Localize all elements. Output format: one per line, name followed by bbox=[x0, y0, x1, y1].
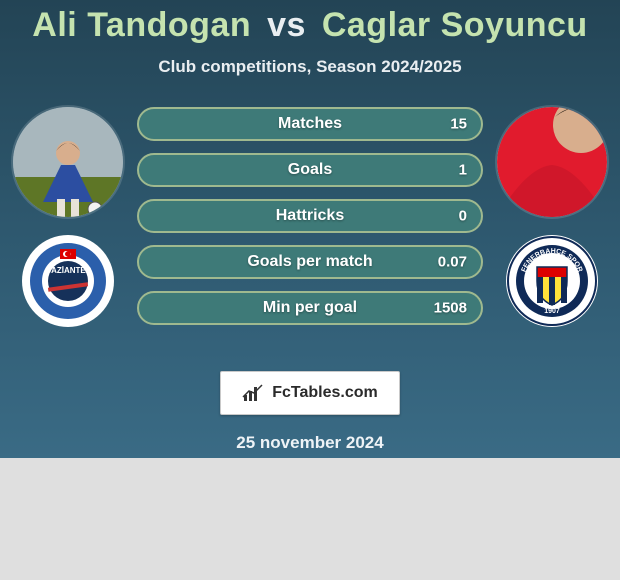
stat-right-value: 15 bbox=[450, 116, 467, 133]
bar-chart-icon bbox=[242, 383, 266, 403]
comparison-area: GAZİANTEP bbox=[0, 107, 620, 357]
stat-row-min-per-goal: Min per goal 1508 bbox=[137, 291, 483, 325]
stat-label: Hattricks bbox=[276, 207, 344, 225]
player-1-club-crest: GAZİANTEP bbox=[22, 235, 114, 327]
title-vs: vs bbox=[261, 6, 312, 44]
stats-list: Matches 15 Goals 1 Hattricks 0 Goals per… bbox=[137, 107, 483, 325]
right-column: FENERBAHÇE SPOR 1907 bbox=[492, 107, 612, 327]
date-label: 25 november 2024 bbox=[0, 433, 620, 453]
stat-right-value: 1508 bbox=[434, 300, 467, 317]
stat-right-value: 0 bbox=[459, 208, 467, 225]
stat-right-value: 1 bbox=[459, 162, 467, 179]
stat-label: Min per goal bbox=[263, 299, 357, 317]
player-1-portrait bbox=[13, 107, 123, 217]
stat-label: Matches bbox=[278, 115, 342, 133]
gaziantep-crest-icon: GAZİANTEP bbox=[22, 235, 114, 327]
title-player-2: Caglar Soyuncu bbox=[322, 6, 588, 44]
stat-label: Goals per match bbox=[247, 253, 372, 271]
brand-badge[interactable]: FcTables.com bbox=[220, 371, 400, 415]
stat-row-goals: Goals 1 bbox=[137, 153, 483, 187]
left-column: GAZİANTEP bbox=[8, 107, 128, 327]
title-player-1: Ali Tandogan bbox=[32, 6, 251, 44]
brand-text: FcTables.com bbox=[272, 384, 378, 402]
page-title: Ali Tandogan vs Caglar Soyuncu bbox=[0, 0, 620, 45]
stat-right-value: 0.07 bbox=[438, 254, 467, 271]
player-2-portrait bbox=[497, 107, 607, 217]
fenerbahce-crest-icon: FENERBAHÇE SPOR 1907 bbox=[506, 235, 598, 327]
player-2-portrait-icon bbox=[497, 107, 607, 217]
svg-text:1907: 1907 bbox=[544, 308, 560, 315]
player-2-club-crest: FENERBAHÇE SPOR 1907 bbox=[506, 235, 598, 327]
player-1-portrait-icon bbox=[13, 107, 123, 217]
svg-text:GAZİANTEP: GAZİANTEP bbox=[45, 266, 92, 275]
subtitle: Club competitions, Season 2024/2025 bbox=[0, 57, 620, 77]
content-root: Ali Tandogan vs Caglar Soyuncu Club comp… bbox=[0, 0, 620, 580]
stat-label: Goals bbox=[288, 161, 332, 179]
stat-row-matches: Matches 15 bbox=[137, 107, 483, 141]
stat-row-goals-per-match: Goals per match 0.07 bbox=[137, 245, 483, 279]
stat-row-hattricks: Hattricks 0 bbox=[137, 199, 483, 233]
